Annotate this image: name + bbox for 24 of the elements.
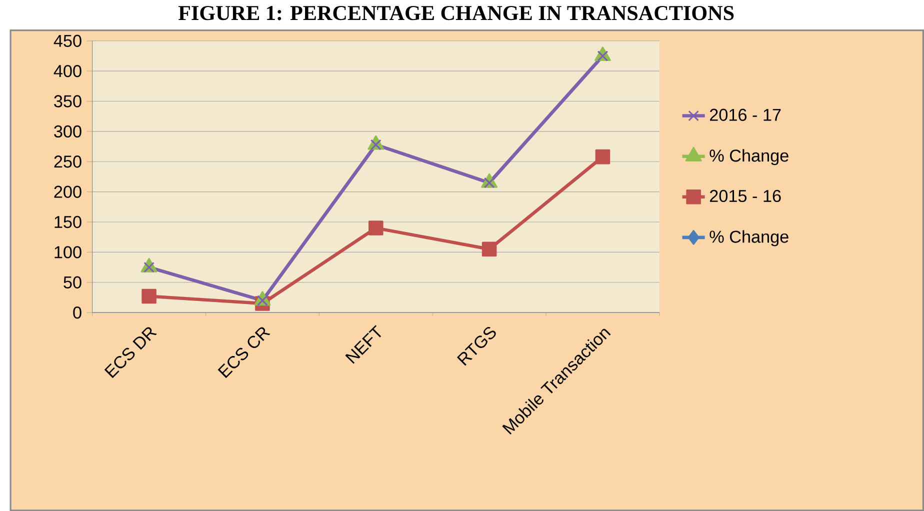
y-tick-label: 150 — [54, 216, 82, 228]
legend-label: 2015 - 16 — [710, 190, 781, 202]
y-tick-label: 350 — [54, 95, 82, 108]
legend-label: 2016 - 17 — [710, 108, 781, 121]
point — [482, 242, 497, 256]
y-tick-label: 300 — [54, 125, 82, 138]
y-tick-label: 400 — [54, 64, 82, 78]
legend-label: % Change — [710, 230, 788, 246]
y-tick-label: 0 — [73, 306, 82, 319]
legend-label: % Change — [710, 149, 788, 166]
point — [257, 294, 268, 306]
chart-title: FIGURE 1: PERCENTAGE CHANGE IN TRANSACTIONS — [178, 6, 734, 20]
y-tick-label: 200 — [54, 186, 82, 198]
y-tick-label: 50 — [64, 276, 82, 288]
point — [484, 177, 495, 188]
point — [597, 50, 608, 62]
y-tick-label: 100 — [54, 246, 82, 258]
y-tick-label: 250 — [54, 155, 82, 168]
point — [595, 149, 610, 164]
point — [142, 288, 156, 304]
point — [368, 220, 384, 236]
point — [144, 262, 154, 273]
y-tick-label: 450 — [54, 34, 82, 47]
point — [370, 139, 382, 150]
